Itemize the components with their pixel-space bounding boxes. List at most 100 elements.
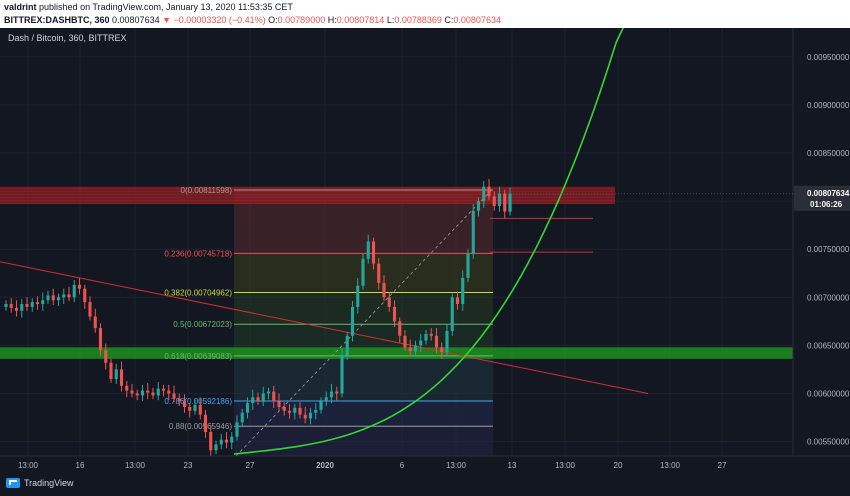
chart-title: Dash / Bitcoin, 360, BITTREX: [8, 33, 127, 43]
candle-body: [503, 193, 507, 212]
candle-body: [282, 406, 286, 411]
candle-body: [172, 393, 176, 399]
price-axis-bg: [793, 28, 850, 496]
fib-band: [234, 292, 493, 325]
x-tick-label: 13:00: [18, 461, 39, 470]
candle-body: [445, 330, 449, 353]
candle-body: [119, 369, 124, 386]
candle-body: [4, 304, 8, 307]
candle-body: [198, 405, 202, 415]
fib-band: [234, 400, 493, 427]
x-tick-label: 23: [184, 461, 193, 470]
candle-body: [51, 295, 55, 301]
time-axis-bg: [0, 456, 850, 496]
x-tick-label: 13:00: [125, 461, 146, 470]
candle-body: [266, 391, 271, 394]
candle-body: [30, 302, 34, 307]
fib-level-label: 0.618(0.00639083): [164, 352, 232, 361]
candle-body: [182, 401, 187, 407]
candle-body: [214, 444, 218, 451]
candle-body: [408, 347, 412, 352]
candle-body: [455, 297, 460, 305]
candle-body: [104, 350, 108, 363]
y-tick-label: 0.00900000: [807, 101, 850, 110]
candles: [4, 179, 512, 457]
publish-info: valdrint published on TradingView.com, J…: [4, 1, 293, 14]
candle-body: [272, 391, 276, 402]
candle-body: [72, 284, 76, 298]
price-chart[interactable]: 0(0.00811598) 0.236(0.00745718) 0.382(0.00…: [0, 28, 850, 496]
candle-body: [497, 193, 502, 206]
candle-body: [277, 401, 281, 407]
candle-body: [140, 390, 145, 396]
fib-band: [234, 355, 493, 401]
x-tick-label: 6: [400, 461, 405, 470]
author-name[interactable]: valdrint: [4, 2, 37, 12]
candle-body: [450, 297, 454, 331]
change-down-icon: ▼: [162, 15, 172, 25]
price-axis[interactable]: 0.00550000 0.00600000 0.00650000 0.00700000…: [510, 28, 850, 496]
candle-body: [434, 335, 439, 348]
candle-body: [114, 369, 118, 380]
time-axis[interactable]: 13:00 16 13:00 23 27 2020 6 13:00 13 13:00 20 13:00…: [0, 455, 850, 496]
candle-body: [403, 335, 407, 348]
candle-body: [419, 340, 423, 346]
candle-body: [492, 196, 496, 206]
candle-body: [398, 321, 402, 336]
tradingview-brand[interactable]: TradingView: [6, 478, 74, 488]
parabolic-curve: [233, 28, 624, 455]
candle-body: [345, 335, 349, 356]
candle-body: [303, 414, 307, 419]
candle-body: [25, 304, 29, 307]
candle-body: [9, 304, 13, 308]
candle-body: [62, 294, 66, 298]
candle-body: [287, 410, 292, 413]
candle-body: [324, 397, 328, 402]
candle-body: [135, 393, 139, 396]
candle-body: [461, 278, 465, 305]
candle-body: [88, 302, 92, 317]
candle-body: [366, 241, 370, 259]
fib-band: [234, 426, 493, 459]
x-tick-label: 13:00: [446, 461, 467, 470]
fib-level-label: 0.236(0.00745718): [164, 249, 232, 258]
candle-body: [508, 193, 512, 212]
open-label: O:: [268, 15, 278, 25]
drawings[interactable]: [0, 28, 649, 455]
y-tick-label: 0.00550000: [807, 438, 850, 447]
candle-body: [188, 406, 192, 411]
candle-body: [230, 436, 234, 443]
candle-body: [335, 391, 339, 394]
candle-body: [203, 414, 208, 432]
candle-body: [424, 333, 428, 341]
candle-body: [35, 302, 40, 305]
candle-body: [20, 304, 24, 311]
candle-body: [429, 333, 433, 336]
candle-body: [14, 307, 19, 311]
y-tick-label: 0.00850000: [807, 149, 850, 158]
close-value: 0.00807634: [453, 15, 501, 25]
x-tick-label: 16: [76, 461, 85, 470]
candle-body: [261, 393, 265, 402]
last-price: 0.00807634: [112, 15, 160, 25]
y-tick-label: 0.00700000: [807, 293, 850, 302]
high-label: H:: [327, 15, 337, 25]
candle-body: [371, 241, 376, 264]
candle-body: [329, 391, 334, 398]
open-value: 0.00789000: [277, 15, 326, 25]
y-tick-label: 0.00950000: [807, 53, 850, 62]
x-tick-label: 20: [614, 461, 623, 470]
published-text: published on TradingView.com, January 13…: [39, 2, 293, 12]
y-tick-label: 0.00600000: [807, 389, 850, 398]
candle-body: [487, 186, 491, 197]
candle-body: [377, 263, 381, 283]
candle-body: [240, 412, 244, 423]
candle-body: [361, 258, 365, 286]
candle-body: [46, 295, 50, 301]
candle-body: [219, 439, 223, 445]
fib-level-label: 0.786(0.00592186): [164, 397, 232, 406]
resistance-zone: [0, 186, 615, 205]
candle-body: [193, 405, 197, 411]
symbol-label: BITTREX:DASHBTC, 360: [4, 15, 110, 25]
candle-body: [93, 316, 97, 329]
